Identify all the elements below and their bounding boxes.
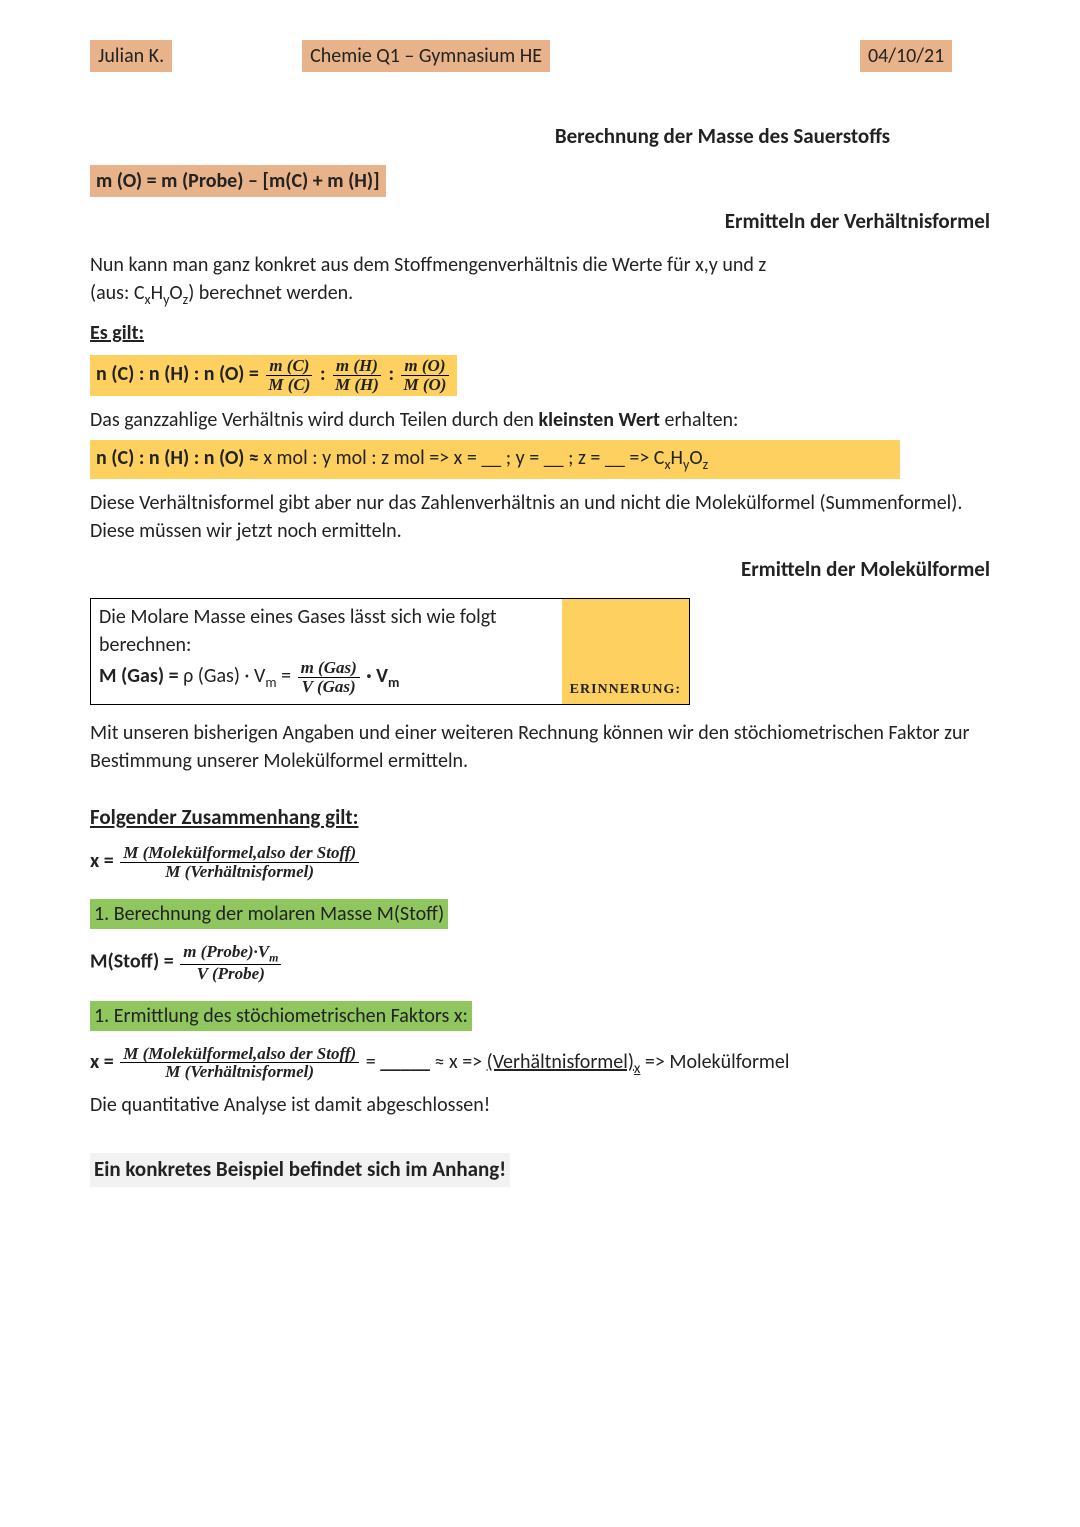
section-2-title: Ermitteln der Verhältnisformel — [90, 207, 990, 236]
text: : — [388, 363, 398, 387]
text: M (Gas) = — [99, 664, 183, 688]
text: : — [320, 363, 330, 387]
ratio-approx-formula: n (C) : n (H) : n (O) ≈ x mol : y mol : … — [90, 440, 900, 479]
sub: y — [683, 456, 689, 473]
text: => Molekülformel — [640, 1050, 789, 1074]
text: (aus: C — [90, 281, 145, 305]
paragraph-3: Diese Verhältnisformel gibt aber nur das… — [90, 489, 990, 545]
paragraph-2: Das ganzzahlige Verhältnis wird durch Te… — [90, 406, 990, 434]
header-author: Julian K. — [90, 40, 172, 72]
box-formula: M (Gas) = ρ (Gas) · Vm = m (Gas)V (Gas) … — [99, 659, 554, 696]
den: M (Verhältnisformel) — [162, 1063, 317, 1081]
sub: m — [269, 950, 278, 964]
text: Ein konkretes Beispiel befindet sich im … — [90, 1153, 510, 1186]
section-3-title: Ermitteln der Molekülformel — [90, 555, 990, 584]
step-1: 1. Berechnung der molaren Masse M(Stoff) — [90, 891, 990, 939]
text: ) berechnet werden. — [188, 281, 353, 305]
text: n (C) : n (H) : n (O) ≈ — [96, 446, 263, 470]
num: m (C) — [266, 357, 312, 376]
num: M (Molekülformel,also der Stoff) — [120, 1045, 359, 1064]
num: m (H) — [333, 357, 381, 376]
text: kleinsten Wert — [538, 408, 660, 432]
num: M (Molekülformel,also der Stoff) — [120, 844, 359, 863]
sub: m — [265, 674, 276, 691]
text: 1. Berechnung der molaren Masse M(Stoff) — [90, 899, 448, 929]
final-formula: x = M (Molekülformel,also der Stoff)M (V… — [90, 1045, 990, 1082]
num: m (Gas) — [298, 659, 360, 678]
header-date: 04/10/21 — [860, 40, 952, 72]
den: M (C) — [265, 376, 313, 394]
den: M (O) — [400, 376, 449, 394]
text: 1. Ermittlung des stöchiometrischen Fakt… — [90, 1001, 472, 1031]
text: erhalten: — [660, 408, 738, 432]
den: V (Probe) — [194, 965, 268, 983]
box-line-1: Die Molare Masse eines Gases lässt sich … — [99, 603, 554, 659]
mstoff-formula: M(Stoff) = m (Probe)·VmV (Probe) — [90, 943, 990, 983]
text: = — [366, 1050, 380, 1074]
den: M (Verhältnisformel) — [162, 863, 317, 881]
text: n (C) : n (H) : n (O) = — [96, 363, 263, 387]
den: M (H) — [332, 376, 382, 394]
text: Das ganzzahlige Verhältnis wird durch Te… — [90, 408, 538, 432]
text: x mol : y mol : z mol => x = __ ; y = __… — [263, 446, 664, 470]
text: _____ — [380, 1050, 430, 1074]
section-1-title: Berechnung der Masse des Sauerstoffs — [90, 122, 990, 151]
sub: z — [703, 456, 709, 473]
es-gilt-label: Es gilt: — [90, 319, 144, 347]
den: V (Gas) — [299, 678, 359, 696]
reminder-box: Die Molare Masse eines Gases lässt sich … — [90, 598, 690, 705]
num: m (O) — [401, 357, 448, 376]
paragraph-4: Mit unseren bisherigen Angaben und einer… — [90, 719, 990, 775]
text: · V — [366, 664, 388, 688]
subtitle-relation: Folgender Zusammenhang gilt: — [90, 803, 990, 832]
reminder-tag: ERINNERUNG: — [562, 599, 689, 704]
formula-oxygen-mass: m (O) = m (Probe) – [m(C) + m (H)] — [90, 165, 990, 197]
header-course: Chemie Q1 – Gymnasium HE — [302, 40, 550, 72]
text: H — [151, 281, 163, 305]
x-formula: x = M (Molekülformel,also der Stoff)M (V… — [90, 844, 990, 881]
paragraph-5: Die quantitative Analyse ist damit abges… — [90, 1091, 990, 1119]
text: = — [277, 664, 296, 688]
step-2: 1. Ermittlung des stöchiometrischen Fakt… — [90, 993, 990, 1041]
footer-note: Ein konkretes Beispiel befindet sich im … — [90, 1125, 990, 1186]
ratio-formula: n (C) : n (H) : n (O) = m (C)M (C) : m (… — [90, 355, 990, 396]
text: (Verhältnisformel) — [487, 1050, 634, 1074]
text: ρ (Gas) · V — [183, 664, 265, 688]
paragraph-1: Nun kann man ganz konkret aus dem Stoffm… — [90, 251, 990, 310]
text: O — [169, 281, 182, 305]
text: Nun kann man ganz konkret aus dem Stoffm… — [90, 253, 766, 277]
page-header: Julian K. Chemie Q1 – Gymnasium HE 04/10… — [90, 40, 990, 72]
text: M(Stoff) = — [90, 950, 178, 974]
text: x = — [90, 849, 118, 873]
sub: x — [664, 456, 670, 473]
sub: m — [388, 674, 399, 691]
formula-text: m (O) = m (Probe) – [m(C) + m (H)] — [90, 165, 386, 197]
text: ≈ x => — [430, 1050, 487, 1074]
text: x = — [90, 1050, 118, 1074]
num: m (Probe)·V — [183, 942, 269, 961]
